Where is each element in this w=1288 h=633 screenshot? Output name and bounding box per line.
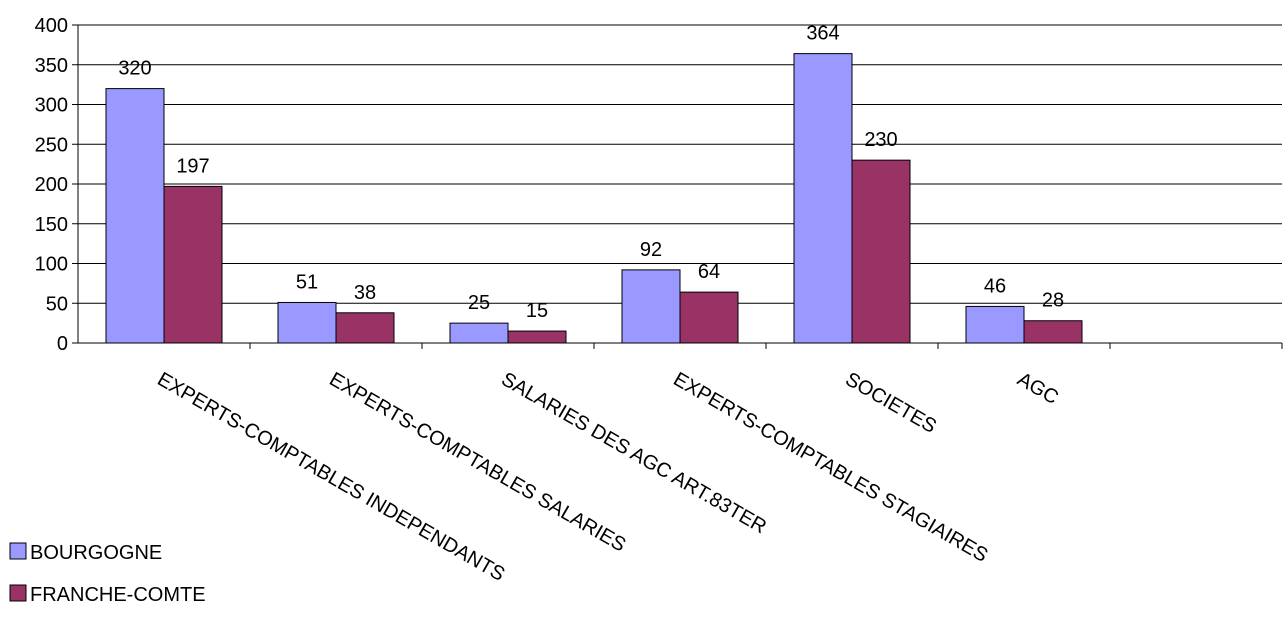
x-category-label: EXPERTS-COMPTABLES SALARIES <box>326 368 630 556</box>
bar-franche-comte <box>1023 320 1083 344</box>
data-label: 51 <box>296 271 318 293</box>
data-label: 364 <box>806 23 839 45</box>
gridlines <box>78 24 1282 304</box>
legend: BOURGOGNE FRANCHE-COMTE <box>9 542 206 606</box>
y-tick-labels: 0 50 100 150 200 250 300 350 400 <box>35 15 68 355</box>
y-tick-label: 400 <box>35 15 68 37</box>
legend-label: FRANCHE-COMTE <box>30 584 206 606</box>
y-tick-label: 200 <box>35 174 68 196</box>
data-label: 92 <box>640 239 662 261</box>
x-category-label: AGC <box>1014 368 1063 409</box>
data-label: 320 <box>118 58 151 80</box>
y-tick-label: 150 <box>35 214 68 236</box>
data-label: 197 <box>176 155 209 177</box>
data-label: 46 <box>984 275 1006 297</box>
y-tick-label: 0 <box>57 333 68 355</box>
bar-bourgogne <box>793 53 853 344</box>
category-labels: EXPERTS-COMPTABLES INDEPENDANTSEXPERTS-C… <box>154 368 1063 586</box>
bar-bourgogne <box>105 88 165 344</box>
y-tick-label: 350 <box>35 55 68 77</box>
bar-franche-comte <box>851 159 911 344</box>
x-category-label: SOCIETES <box>842 368 941 438</box>
data-label: 230 <box>864 129 897 151</box>
y-tick-label: 300 <box>35 95 68 117</box>
bar-bourgogne <box>621 269 681 344</box>
axes <box>72 24 1283 349</box>
y-tick-label: 50 <box>46 293 68 315</box>
y-tick-label: 250 <box>35 134 68 156</box>
bars <box>105 53 1083 344</box>
bar-bourgogne <box>449 322 509 344</box>
data-labels: 320 51 25 92 364 46 197 38 15 64 230 28 <box>118 23 1064 322</box>
data-label: 64 <box>698 261 720 283</box>
bar-bourgogne <box>965 305 1025 344</box>
bar-bourgogne <box>277 301 337 344</box>
data-label: 38 <box>354 282 376 304</box>
bar-franche-comte <box>335 312 395 344</box>
legend-swatch <box>9 542 27 560</box>
data-label: 15 <box>526 300 548 322</box>
x-category-label: EXPERTS-COMPTABLES INDEPENDANTS <box>154 368 509 586</box>
y-tick-label: 100 <box>35 254 68 276</box>
legend-swatch <box>9 584 27 602</box>
bar-franche-comte <box>679 291 739 344</box>
x-category-label: SALARIES DES AGC ART.83TER <box>498 368 771 538</box>
legend-label: BOURGOGNE <box>30 542 162 564</box>
data-label: 28 <box>1042 290 1064 312</box>
data-label: 25 <box>468 292 490 314</box>
bar-franche-comte <box>163 185 223 344</box>
x-category-label: EXPERTS-COMPTABLES STAGIAIRES <box>670 368 992 567</box>
bar-franche-comte <box>507 330 567 344</box>
